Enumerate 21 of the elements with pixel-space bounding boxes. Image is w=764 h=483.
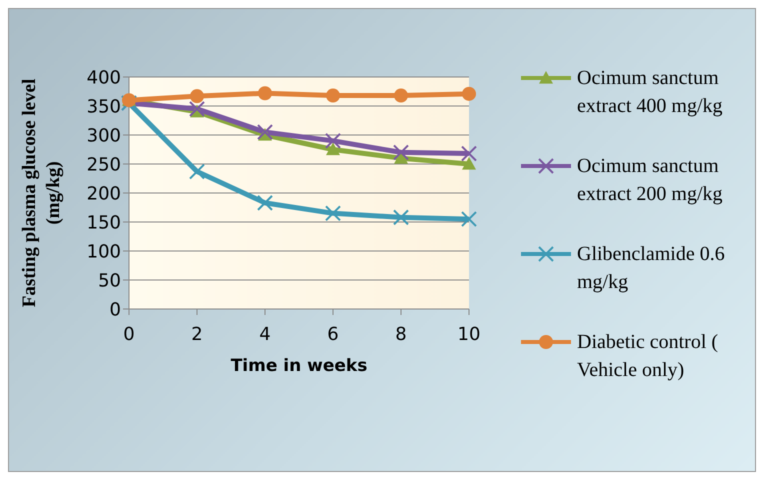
legend-label: Glibenclamide 0.6 mg/kg — [577, 242, 726, 295]
y-tick-label: 150 — [86, 212, 121, 234]
y-tick-label: 250 — [86, 154, 121, 176]
x-tick-label: 4 — [259, 324, 271, 345]
y-tick-label: 200 — [86, 183, 121, 204]
x-axis-title: Time in weeks — [230, 356, 368, 376]
legend-label: Diabetic control ( Vehicle only) — [577, 330, 720, 383]
legend-label: Ocimum sanctum extract 200 mg/kg — [577, 154, 724, 207]
x-tick-label: 0 — [123, 324, 135, 345]
x-tick-label: 6 — [327, 324, 339, 345]
y-tick-label: 400 — [86, 67, 121, 88]
x-tick-label: 2 — [191, 324, 203, 345]
y-tick-label: 50 — [98, 270, 121, 292]
y-tick-label: 100 — [86, 241, 121, 262]
y-axis-title: Fasting plasma glucose level (mg/kg) — [19, 78, 64, 308]
x-tick-label: 8 — [395, 324, 407, 345]
y-tick-label: 0 — [110, 299, 121, 320]
y-tick-label: 300 — [86, 125, 121, 146]
y-tick-label: 350 — [86, 96, 121, 118]
x-tick-label: 10 — [458, 324, 480, 345]
legend-label: Ocimum sanctum extract 400 mg/kg — [577, 66, 724, 119]
